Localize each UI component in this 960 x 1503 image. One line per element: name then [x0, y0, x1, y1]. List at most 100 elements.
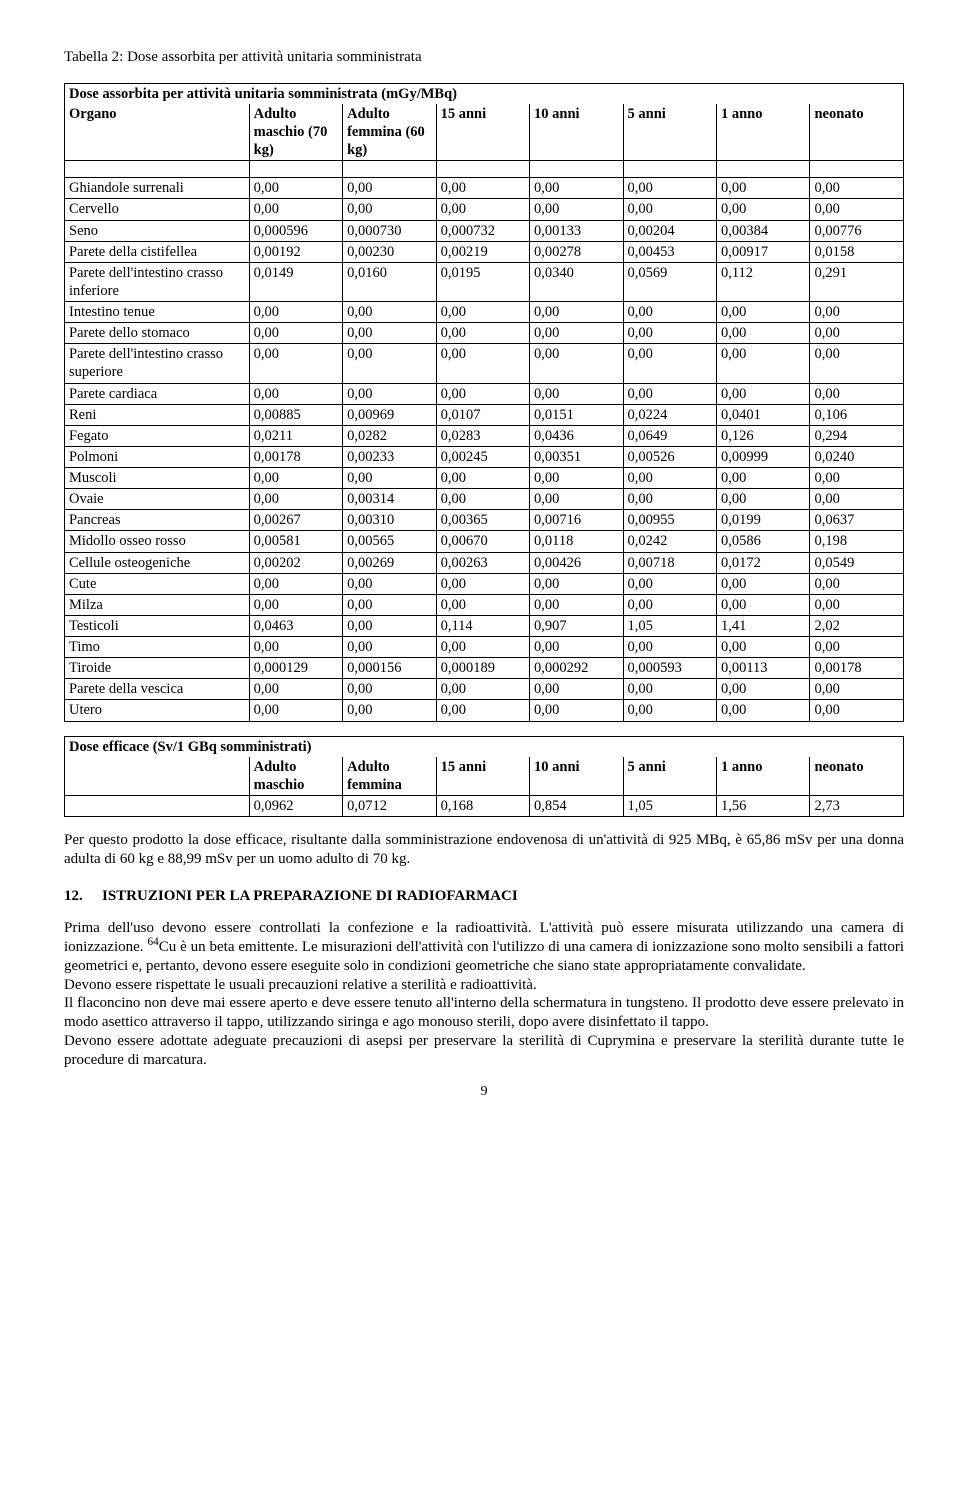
- table2-col-header: 15 anni: [436, 757, 529, 796]
- value-cell: 0,00: [249, 700, 342, 721]
- value-cell: 0,0569: [623, 262, 716, 301]
- table1-col-header: neonato: [810, 104, 904, 161]
- value-cell: 0,0199: [716, 510, 809, 531]
- table1-col-header: 5 anni: [623, 104, 716, 161]
- value-cell: 0,00: [343, 199, 436, 220]
- table-row: Cellule osteogeniche0,002020,002690,0026…: [65, 552, 904, 573]
- table2-col-header: 10 anni: [530, 757, 623, 796]
- value-cell: 0,00192: [249, 241, 342, 262]
- value-cell: 0,00: [530, 489, 623, 510]
- value-cell: 0,00776: [810, 220, 904, 241]
- value-cell: 0,00: [343, 594, 436, 615]
- value-cell: 0,168: [436, 795, 529, 816]
- value-cell: 0,00: [810, 489, 904, 510]
- value-cell: 0,00: [623, 199, 716, 220]
- table1-col-header: 1 anno: [716, 104, 809, 161]
- value-cell: 0,112: [716, 262, 809, 301]
- value-cell: 0,00: [716, 344, 809, 383]
- value-cell: 0,0401: [716, 404, 809, 425]
- table-row: Milza0,000,000,000,000,000,000,00: [65, 594, 904, 615]
- value-cell: 0,00: [249, 573, 342, 594]
- value-cell: 0,00: [810, 637, 904, 658]
- value-cell: 0,00581: [249, 531, 342, 552]
- table-row: Ovaie0,000,003140,000,000,000,000,00: [65, 489, 904, 510]
- value-cell: 0,00: [436, 302, 529, 323]
- table-row: Intestino tenue0,000,000,000,000,000,000…: [65, 302, 904, 323]
- table-row: Utero0,000,000,000,000,000,000,00: [65, 700, 904, 721]
- value-cell: 0,00: [530, 637, 623, 658]
- value-cell: 0,00: [810, 573, 904, 594]
- value-cell: 0,00: [716, 383, 809, 404]
- value-cell: 0,00202: [249, 552, 342, 573]
- p2-b: Cu è un beta emittente. Le misurazioni d…: [64, 939, 904, 974]
- organ-cell: Timo: [65, 637, 250, 658]
- value-cell: 0,00: [716, 178, 809, 199]
- value-cell: 0,0240: [810, 446, 904, 467]
- value-cell: 0,00: [249, 489, 342, 510]
- value-cell: 0,00: [530, 199, 623, 220]
- value-cell: 0,0172: [716, 552, 809, 573]
- table-row: Timo0,000,000,000,000,000,000,00: [65, 637, 904, 658]
- value-cell: 1,41: [716, 615, 809, 636]
- value-cell: 0,00: [716, 594, 809, 615]
- value-cell: 0,00: [530, 383, 623, 404]
- value-cell: 0,00: [716, 302, 809, 323]
- organ-cell: Midollo osseo rosso: [65, 531, 250, 552]
- value-cell: 0,0463: [249, 615, 342, 636]
- value-cell: 0,00: [623, 637, 716, 658]
- value-cell: 0,00: [716, 700, 809, 721]
- value-cell: 0,00245: [436, 446, 529, 467]
- table-heading-row: Dose assorbita per attività unitaria som…: [65, 83, 904, 104]
- paragraph-instructions-2: Devono essere rispettate le usuali preca…: [64, 976, 904, 995]
- table1-spacer-row: [65, 161, 904, 178]
- value-cell: 0,00: [249, 344, 342, 383]
- value-cell: 0,00: [530, 700, 623, 721]
- value-cell: 0,00: [249, 178, 342, 199]
- value-cell: 0,00: [716, 468, 809, 489]
- table-row: Pancreas0,002670,003100,003650,007160,00…: [65, 510, 904, 531]
- value-cell: 0,00: [530, 468, 623, 489]
- value-cell: 0,00: [249, 302, 342, 323]
- table-row: Seno0,0005960,0007300,0007320,001330,002…: [65, 220, 904, 241]
- value-cell: 0,0637: [810, 510, 904, 531]
- value-cell: 0,00: [530, 679, 623, 700]
- value-cell: 0,00365: [436, 510, 529, 531]
- value-cell: 0,0151: [530, 404, 623, 425]
- value-cell: 0,00: [343, 323, 436, 344]
- value-cell: 0,0224: [623, 404, 716, 425]
- value-cell: 0,00: [436, 637, 529, 658]
- section-12-heading: 12.ISTRUZIONI PER LA PREPARAZIONE DI RAD…: [64, 887, 904, 906]
- value-cell: 0,00: [623, 302, 716, 323]
- organ-cell: Muscoli: [65, 468, 250, 489]
- value-cell: 0,00: [249, 199, 342, 220]
- value-cell: 0,198: [810, 531, 904, 552]
- value-cell: 0,00: [623, 700, 716, 721]
- value-cell: 0,00955: [623, 510, 716, 531]
- organ-cell: Parete cardiaca: [65, 383, 250, 404]
- value-cell: 0,00: [623, 178, 716, 199]
- value-cell: 0,0158: [810, 241, 904, 262]
- value-cell: 0,0712: [343, 795, 436, 816]
- table-row: Parete della cistifellea0,001920,002300,…: [65, 241, 904, 262]
- value-cell: 0,000292: [530, 658, 623, 679]
- value-cell: 0,00: [436, 468, 529, 489]
- value-cell: 0,0549: [810, 552, 904, 573]
- value-cell: 0,00: [810, 302, 904, 323]
- value-cell: 0,000156: [343, 658, 436, 679]
- value-cell: 0,0962: [249, 795, 342, 816]
- value-cell: 0,0436: [530, 425, 623, 446]
- value-cell: 0,00: [530, 594, 623, 615]
- value-cell: 0,00: [343, 700, 436, 721]
- page-number: 9: [64, 1083, 904, 1101]
- value-cell: 0,00: [436, 199, 529, 220]
- table-row: Cute0,000,000,000,000,000,000,00: [65, 573, 904, 594]
- value-cell: 0,00133: [530, 220, 623, 241]
- dose-absorbed-table: Dose assorbita per attività unitaria som…: [64, 83, 904, 722]
- value-cell: 1,05: [623, 615, 716, 636]
- value-cell: 0,00: [810, 178, 904, 199]
- organ-cell: Ghiandole surrenali: [65, 178, 250, 199]
- table-row: Muscoli0,000,000,000,000,000,000,00: [65, 468, 904, 489]
- organ-cell: Milza: [65, 594, 250, 615]
- table2-heading-row: Dose efficace (Sv/1 GBq somministrati): [65, 736, 904, 757]
- table1-col-header: Adulto maschio (70 kg): [249, 104, 342, 161]
